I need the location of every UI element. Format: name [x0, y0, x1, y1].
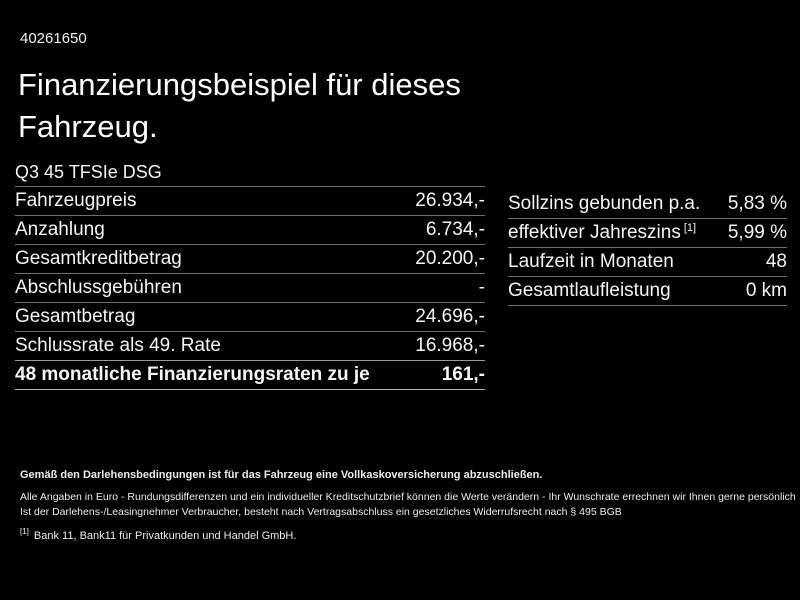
financing-table-left: Q3 45 TFSIe DSG Fahrzeugpreis 26.934,- A…	[15, 158, 485, 390]
table-row-sollzins: Sollzins gebunden p.a. 5,83 %	[508, 190, 787, 219]
row-label: Fahrzeugpreis	[15, 190, 137, 211]
model-name: Q3 45 TFSIe DSG	[15, 161, 162, 182]
row-label: Abschlussgebühren	[15, 277, 182, 298]
model-row: Q3 45 TFSIe DSG	[15, 158, 485, 187]
row-label: Gesamtlaufleistung	[508, 280, 671, 301]
row-value: 6.734,-	[425, 219, 485, 240]
footnote-ref: [1]	[20, 527, 29, 537]
legal-footer: Gemäß den Darlehensbedingungen ist für d…	[20, 468, 796, 542]
row-value: 5,99 %	[727, 222, 787, 243]
row-label: Anzahlung	[15, 219, 105, 240]
table-row-laufzeit: Laufzeit in Monaten 48	[508, 248, 787, 277]
row-value: 24.696,-	[415, 306, 485, 327]
table-row-abschlussgebuehren: Abschlussgebühren -	[15, 274, 485, 303]
footnote-text: Bank 11, Bank11 für Privatkunden und Han…	[33, 530, 297, 542]
row-value: 48	[765, 251, 787, 272]
table-row-fahrzeugpreis: Fahrzeugpreis 26.934,-	[15, 187, 485, 216]
row-value: 5,83 %	[727, 193, 787, 214]
table-row-gesamtlaufleistung: Gesamtlaufleistung 0 km	[508, 277, 787, 306]
row-value: 20.200,-	[415, 248, 485, 269]
table-row-effektiver-jahreszins: effektiver Jahreszins [1] 5,99 %	[508, 219, 787, 248]
financing-table-right: Sollzins gebunden p.a. 5,83 % effektiver…	[508, 190, 787, 306]
page-title: Finanzierungsbeispiel für dieses Fahrzeu…	[18, 67, 461, 144]
bank-footnote: [1] Bank 11, Bank11 für Privatkunden und …	[20, 527, 792, 542]
table-row-schlussrate: Schlussrate als 49. Rate 16.968,-	[15, 332, 485, 361]
disclaimer-line-2: Ist der Darlehens-/Leasingnehmer Verbrau…	[20, 506, 622, 518]
row-value: 0 km	[745, 280, 787, 301]
row-value: 26.934,-	[415, 190, 485, 211]
row-label: effektiver Jahreszins [1]	[508, 221, 697, 243]
table-row-monatsrate: 48 monatliche Finanzierungsraten zu je 1…	[15, 361, 485, 390]
table-row-gesamtbetrag: Gesamtbetrag 24.696,-	[15, 303, 485, 332]
row-label: Gesamtbetrag	[15, 306, 136, 327]
row-label: 48 monatliche Finanzierungsraten zu je	[15, 364, 370, 385]
insurance-notice: Gemäß den Darlehensbedingungen ist für d…	[20, 469, 543, 481]
table-row-anzahlung: Anzahlung 6.734,-	[15, 216, 485, 245]
row-label: Gesamtkreditbetrag	[15, 248, 182, 269]
disclaimer-line-1: Alle Angaben in Euro - Rundungsdifferenz…	[20, 491, 796, 503]
row-value: -	[478, 277, 485, 298]
vehicle-id: 40261650	[20, 30, 87, 47]
row-value: 16.968,-	[415, 335, 485, 356]
row-label: Laufzeit in Monaten	[508, 251, 674, 272]
footnote-ref: [1]	[683, 221, 697, 234]
row-value: 161,-	[441, 364, 485, 385]
table-row-gesamtkreditbetrag: Gesamtkreditbetrag 20.200,-	[15, 245, 485, 274]
row-label: Schlussrate als 49. Rate	[15, 335, 221, 356]
row-label: Sollzins gebunden p.a.	[508, 193, 701, 214]
